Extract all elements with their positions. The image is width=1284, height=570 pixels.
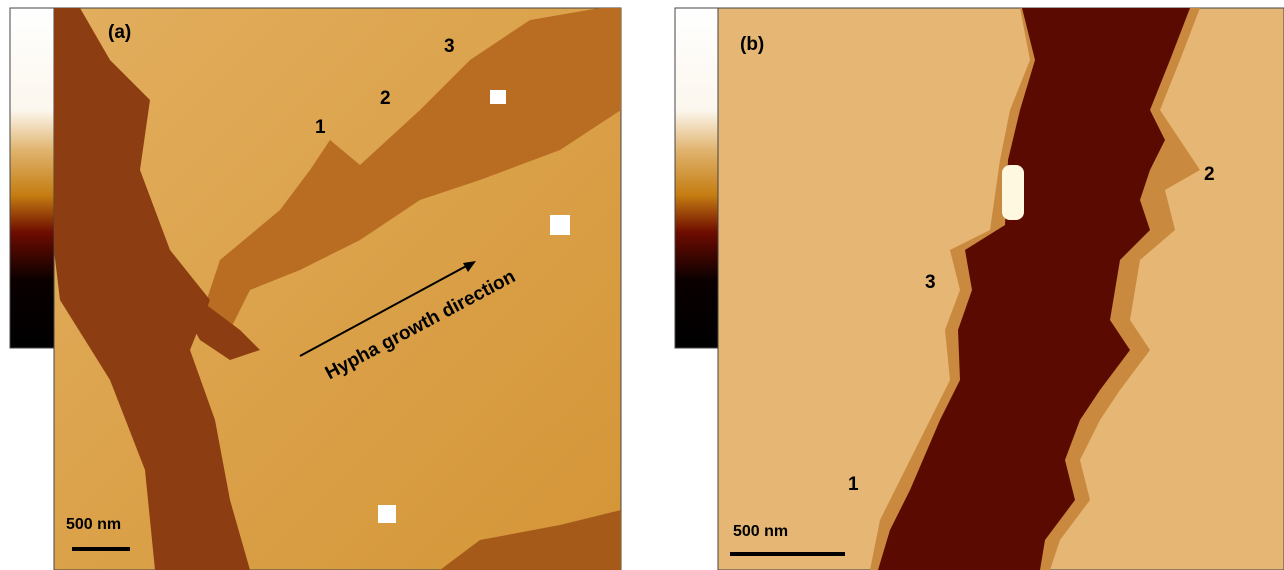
- particle: [1002, 165, 1024, 220]
- color-bar: [10, 8, 54, 348]
- edge-marker: 3: [925, 272, 936, 293]
- panel-b: (b) 1 2 3 500 nm: [675, 8, 1284, 570]
- edge-marker: 1: [315, 117, 326, 138]
- scale-bar-label: 500 nm: [733, 523, 788, 540]
- particle: [550, 215, 570, 235]
- particle: [490, 90, 506, 104]
- edge-marker: 2: [380, 88, 391, 109]
- panel-a: (a) 1 2 3 Hypha growth direction 500 nm: [10, 8, 621, 570]
- panel-label: (a): [108, 22, 131, 43]
- scale-bar-label: 500 nm: [66, 516, 121, 533]
- edge-marker: 1: [848, 474, 859, 495]
- figure: (a) 1 2 3 Hypha growth direction 500 nm …: [0, 0, 1284, 570]
- color-bar: [675, 8, 718, 348]
- particle: [378, 505, 396, 523]
- edge-marker: 3: [444, 36, 455, 57]
- edge-marker: 2: [1204, 164, 1215, 185]
- panel-label: (b): [740, 34, 764, 55]
